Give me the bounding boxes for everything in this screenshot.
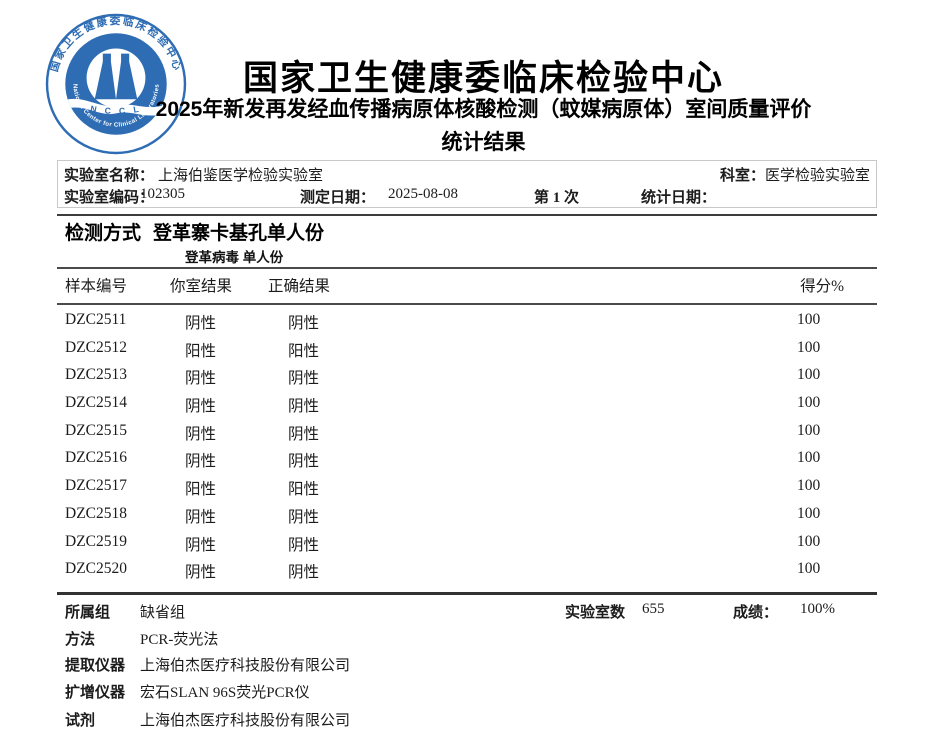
nccl-logo: 国家卫生健康委临床检验中心 National Center for Clinic… xyxy=(45,13,187,155)
correct-result: 阳性 xyxy=(288,481,320,499)
lab-info-box: 实验室名称： 上海伯鉴医学检验实验室 科室：医学检验实验室 实验室编码： 102… xyxy=(57,160,877,208)
col-header-score: 得分% xyxy=(800,278,844,295)
sample-id: DZC2520 xyxy=(65,560,127,578)
table-header-rule xyxy=(57,303,877,305)
your-result: 阴性 xyxy=(185,536,217,554)
score-value: 100 xyxy=(797,532,821,550)
sample-id: DZC2512 xyxy=(65,338,127,356)
sample-id: DZC2516 xyxy=(65,449,127,467)
your-result: 阴性 xyxy=(185,508,217,526)
page-subtitle-line1: 2025年新发再发经血传播病原体核酸检测（蚊媒病原体）室间质量评价 xyxy=(155,98,812,121)
amplification-value: 宏石SLAN 96S荧光PCR仪 xyxy=(140,685,310,701)
amplification-label: 扩增仪器 xyxy=(65,685,126,701)
sample-id: DZC2513 xyxy=(65,366,127,384)
col-header-your: 你室结果 xyxy=(170,278,233,295)
flask-right-icon xyxy=(116,53,138,100)
method-name: 登革寨卡基孔单人份 xyxy=(153,223,325,244)
table-row: DZC2515 阴性 阴性 100 xyxy=(0,422,937,450)
table-top-rule xyxy=(57,267,877,269)
score-value: 100 xyxy=(797,421,821,439)
sub-method: 登革病毒 单人份 xyxy=(185,250,284,265)
grade-label: 成绩： xyxy=(733,605,779,621)
score-value: 100 xyxy=(797,449,821,467)
your-result: 阴性 xyxy=(185,453,217,471)
correct-result: 阴性 xyxy=(288,453,320,471)
sample-id: DZC2518 xyxy=(65,504,127,522)
logo-wave xyxy=(65,98,167,116)
extraction-label: 提取仪器 xyxy=(65,658,126,674)
department-field: 科室：医学检验实验室 xyxy=(720,164,870,185)
your-result: 阴性 xyxy=(185,398,217,416)
correct-result: 阴性 xyxy=(288,564,320,582)
table-row: DZC2511 阴性 阴性 100 xyxy=(0,311,937,339)
grade-value: 100% xyxy=(800,601,835,617)
your-result: 阴性 xyxy=(185,425,217,443)
your-result: 阳性 xyxy=(185,342,217,360)
table-bottom-rule xyxy=(57,592,877,595)
correct-result: 阴性 xyxy=(288,508,320,526)
score-value: 100 xyxy=(797,338,821,356)
your-result: 阳性 xyxy=(185,481,217,499)
table-row: DZC2516 阴性 阴性 100 xyxy=(0,449,937,477)
results-table-body: DZC2511 阴性 阴性 100 DZC2512 阳性 阳性 100 DZC2… xyxy=(0,311,937,588)
col-header-sample: 样本编号 xyxy=(65,278,128,295)
table-row: DZC2514 阴性 阴性 100 xyxy=(0,394,937,422)
method-row-value: PCR-荧光法 xyxy=(140,632,219,648)
test-date-label: 测定日期： xyxy=(300,190,376,206)
page-subtitle-line2: 统计结果 xyxy=(441,131,526,154)
lab-name-label: 实验室名称： xyxy=(64,168,155,184)
results-table-header: 样本编号 你室结果 正确结果 得分% xyxy=(0,274,937,298)
method-label: 检测方式 xyxy=(65,223,142,244)
logo-acronym: N C C L xyxy=(90,103,143,115)
correct-result: 阴性 xyxy=(288,536,320,554)
method-row-label: 方法 xyxy=(65,632,96,648)
table-row: DZC2517 阳性 阳性 100 xyxy=(0,477,937,505)
table-row: DZC2519 阴性 阴性 100 xyxy=(0,533,937,561)
table-row: DZC2513 阴性 阴性 100 xyxy=(0,366,937,394)
correct-result: 阴性 xyxy=(288,370,320,388)
stat-date-label: 统计日期： xyxy=(641,190,717,206)
score-value: 100 xyxy=(797,560,821,578)
sample-id: DZC2515 xyxy=(65,421,127,439)
sample-id: DZC2511 xyxy=(65,311,127,328)
method-line: 检测方式 登革寨卡基孔单人份 xyxy=(65,218,324,245)
score-value: 100 xyxy=(797,366,821,384)
lab-code-value: 102305 xyxy=(140,186,185,202)
score-value: 100 xyxy=(797,477,821,495)
score-value: 100 xyxy=(797,394,821,412)
your-result: 阴性 xyxy=(185,315,217,332)
correct-result: 阴性 xyxy=(288,398,320,416)
lab-count-value: 655 xyxy=(642,601,665,617)
department-value: 医学检验实验室 xyxy=(764,168,870,184)
table-row: DZC2512 阳性 阳性 100 xyxy=(0,339,937,367)
table-row: DZC2518 阴性 阴性 100 xyxy=(0,505,937,533)
reagent-label: 试剂 xyxy=(65,713,96,729)
col-header-correct: 正确结果 xyxy=(268,278,331,295)
lab-code-label: 实验室编码： xyxy=(64,190,155,206)
reagent-value: 上海伯杰医疗科技股份有限公司 xyxy=(140,713,351,729)
extraction-value: 上海伯杰医疗科技股份有限公司 xyxy=(140,658,351,674)
flask-left-icon xyxy=(94,53,116,100)
page-title: 国家卫生健康委临床检验中心 xyxy=(242,59,724,98)
group-value: 缺省组 xyxy=(140,605,186,621)
score-value: 100 xyxy=(797,504,821,522)
sample-id: DZC2514 xyxy=(65,394,127,412)
lab-count-label: 实验室数 xyxy=(565,605,626,621)
your-result: 阴性 xyxy=(185,564,217,582)
lab-name-value: 上海伯鉴医学检验实验室 xyxy=(158,168,324,184)
correct-result: 阴性 xyxy=(288,315,320,332)
table-row: DZC2520 阴性 阴性 100 xyxy=(0,560,937,588)
test-date-value: 2025-08-08 xyxy=(388,186,458,202)
department-label: 科室： xyxy=(719,168,765,184)
sample-id: DZC2519 xyxy=(65,532,127,550)
your-result: 阴性 xyxy=(185,370,217,388)
sample-id: DZC2517 xyxy=(65,477,127,495)
group-label: 所属组 xyxy=(65,605,111,621)
divider-under-info-box xyxy=(57,214,877,216)
round-number: 第 1 次 xyxy=(534,190,580,206)
score-value: 100 xyxy=(797,311,821,328)
correct-result: 阳性 xyxy=(288,342,320,360)
correct-result: 阴性 xyxy=(288,425,320,443)
